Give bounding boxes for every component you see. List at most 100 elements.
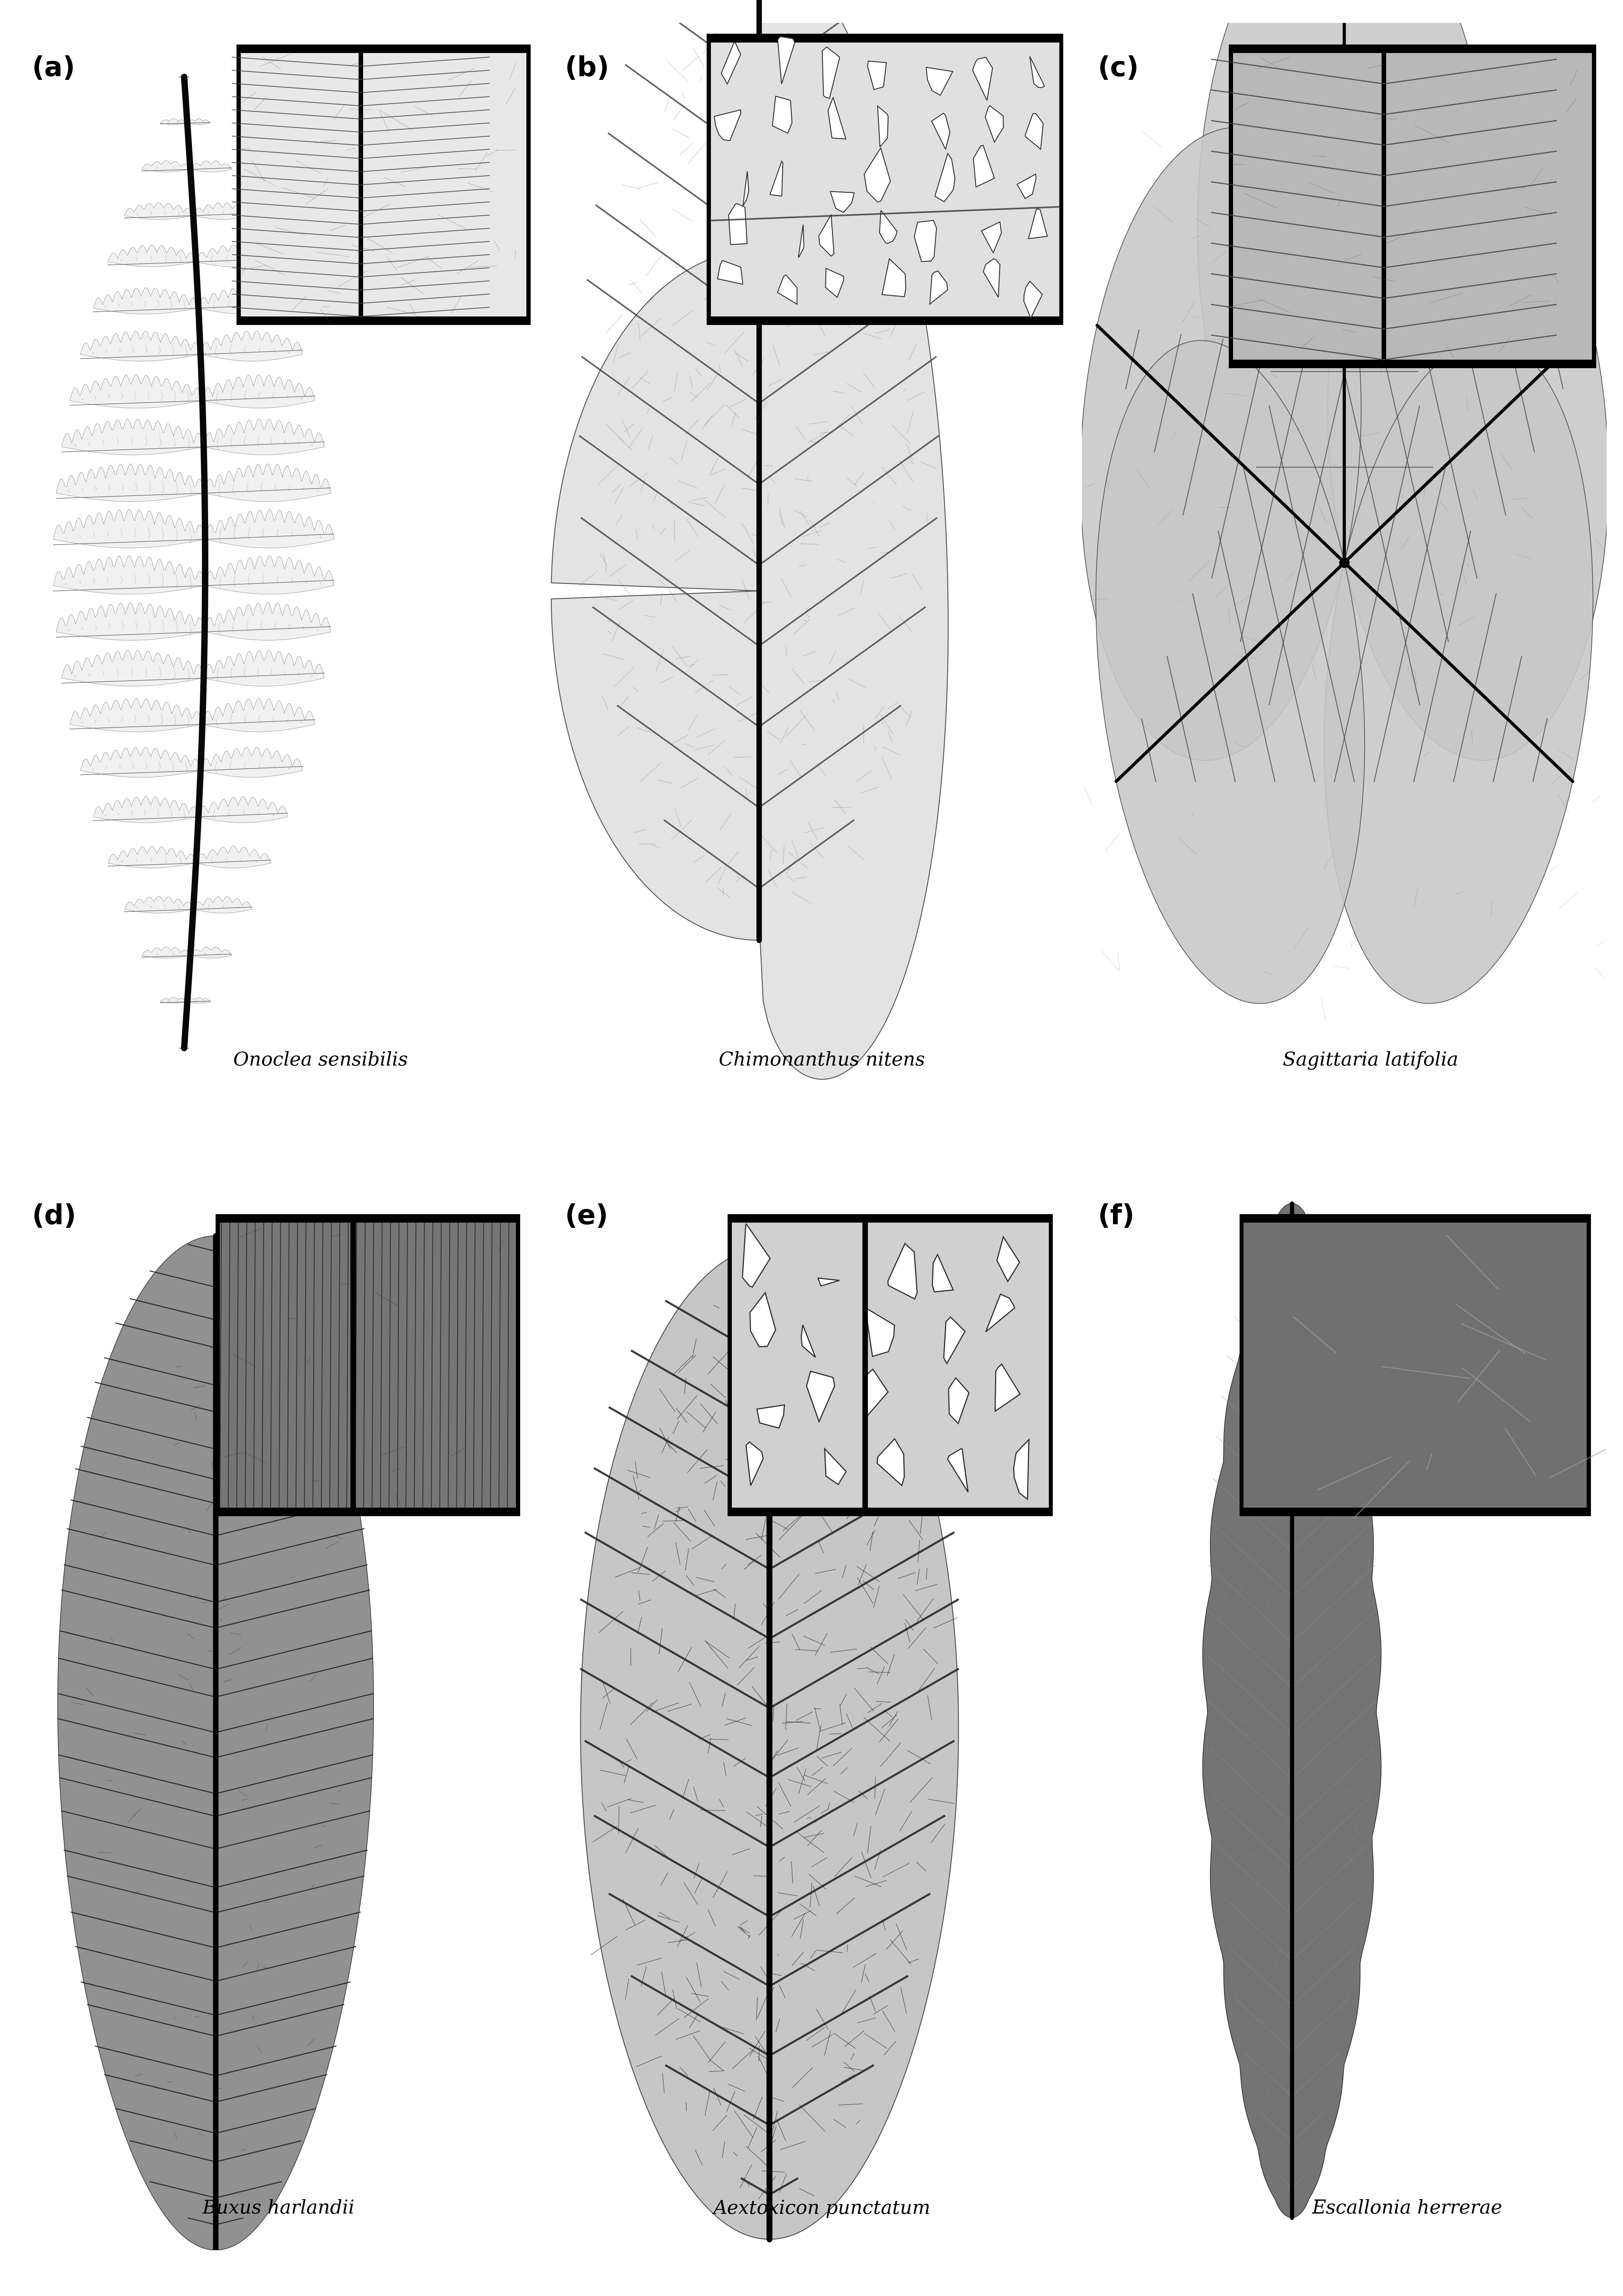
Text: Sagittaria latifolia: Sagittaria latifolia [1282,1052,1459,1070]
Polygon shape [141,946,190,957]
Polygon shape [756,1405,784,1428]
Bar [727,1215,1053,1515]
Polygon shape [914,220,936,262]
Polygon shape [865,1309,894,1357]
Polygon shape [880,211,898,243]
Polygon shape [932,1254,953,1293]
Bar [1229,44,1597,367]
Bar [711,41,1060,317]
Polygon shape [190,946,232,957]
Polygon shape [125,895,193,914]
Polygon shape [742,1224,771,1288]
Polygon shape [1029,209,1047,239]
Polygon shape [1328,129,1608,760]
Polygon shape [932,113,949,149]
Polygon shape [863,147,891,202]
Text: (e): (e) [565,1203,609,1231]
Text: Aextoxicon punctatum: Aextoxicon punctatum [714,2200,930,2218]
Text: (d): (d) [32,1203,76,1231]
Polygon shape [831,191,854,211]
Bar [237,44,531,326]
Polygon shape [777,276,797,303]
Polygon shape [201,746,302,778]
Polygon shape [203,698,315,732]
Polygon shape [204,420,325,455]
Polygon shape [204,556,334,595]
Text: Escallonia herrerae: Escallonia herrerae [1313,2200,1503,2218]
Polygon shape [1026,113,1044,149]
Polygon shape [826,269,844,298]
Polygon shape [198,287,287,315]
Polygon shape [141,161,190,172]
Polygon shape [161,996,187,1003]
Polygon shape [824,1449,846,1486]
Polygon shape [187,119,211,124]
Polygon shape [1031,57,1045,87]
Text: Buxus harlandii: Buxus harlandii [203,2200,355,2218]
Polygon shape [198,797,287,822]
Polygon shape [818,214,834,257]
Polygon shape [743,172,748,207]
Polygon shape [62,650,204,687]
Polygon shape [93,797,198,822]
Bar [1240,1215,1591,1515]
Polygon shape [881,259,906,296]
Bar [1233,53,1592,360]
Polygon shape [161,119,187,124]
Polygon shape [187,996,211,1003]
Polygon shape [948,1378,969,1424]
Polygon shape [878,106,888,147]
Polygon shape [81,746,201,778]
Polygon shape [995,1364,1021,1412]
Polygon shape [57,604,204,641]
Polygon shape [997,1238,1019,1281]
Polygon shape [1081,129,1362,760]
Polygon shape [1324,340,1592,1003]
Bar [706,34,1063,326]
Polygon shape [81,331,201,360]
Polygon shape [196,246,271,266]
Polygon shape [193,895,252,914]
Polygon shape [204,650,325,687]
Polygon shape [828,99,846,140]
Polygon shape [201,331,302,360]
Polygon shape [204,604,331,641]
Polygon shape [93,287,198,315]
Polygon shape [948,1449,967,1492]
Polygon shape [985,106,1003,142]
Polygon shape [935,154,954,202]
Polygon shape [62,418,204,455]
Text: Chimonanthus nitens: Chimonanthus nitens [719,1052,925,1070]
Polygon shape [818,1279,839,1286]
Polygon shape [972,57,993,101]
Polygon shape [750,1293,776,1348]
Text: Onoclea sensibilis: Onoclea sensibilis [234,1052,407,1070]
Bar [240,53,526,317]
Polygon shape [802,1325,815,1357]
Polygon shape [888,1244,917,1300]
Bar [216,1215,519,1515]
Polygon shape [1018,174,1035,197]
Polygon shape [773,96,792,133]
Polygon shape [876,1440,904,1486]
Polygon shape [1024,282,1042,319]
Polygon shape [974,145,995,186]
Polygon shape [54,510,204,549]
Polygon shape [714,110,740,140]
Polygon shape [57,464,204,501]
Text: (f): (f) [1097,1203,1134,1231]
Polygon shape [125,202,193,220]
Polygon shape [863,1368,888,1417]
Text: (b): (b) [565,55,609,83]
Bar [732,1224,1048,1508]
Polygon shape [777,37,795,85]
Polygon shape [982,223,1001,253]
Polygon shape [729,204,747,246]
Polygon shape [552,0,948,1079]
Polygon shape [717,259,743,285]
Polygon shape [984,259,1000,296]
Polygon shape [70,374,203,409]
Polygon shape [193,202,252,220]
Polygon shape [943,1318,966,1364]
Polygon shape [70,698,203,732]
